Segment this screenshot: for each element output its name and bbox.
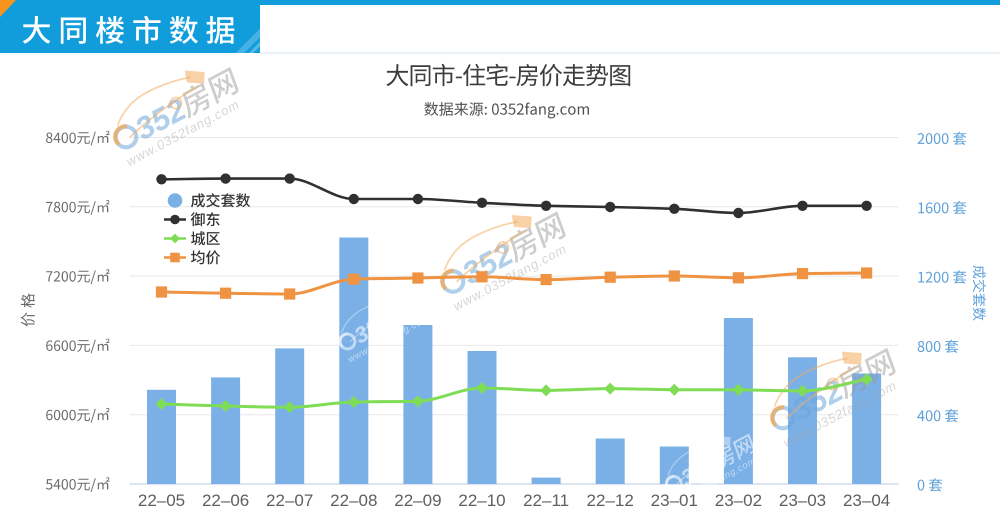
svg-text:22–11: 22–11 — [523, 491, 569, 510]
svg-text:23–03: 23–03 — [779, 491, 826, 510]
svg-text:23–01: 23–01 — [651, 491, 698, 510]
svg-text:22–12: 22–12 — [587, 491, 634, 510]
svg-text:22–06: 22–06 — [202, 491, 249, 510]
svg-text:22–09: 22–09 — [394, 491, 441, 510]
svg-text:22–10: 22–10 — [458, 491, 505, 510]
svg-text:23–04: 23–04 — [843, 491, 890, 510]
svg-text:22–07: 22–07 — [266, 491, 313, 510]
svg-text:22–08: 22–08 — [330, 491, 377, 510]
svg-text:23–02: 23–02 — [715, 491, 762, 510]
svg-text:22–05: 22–05 — [138, 491, 185, 510]
